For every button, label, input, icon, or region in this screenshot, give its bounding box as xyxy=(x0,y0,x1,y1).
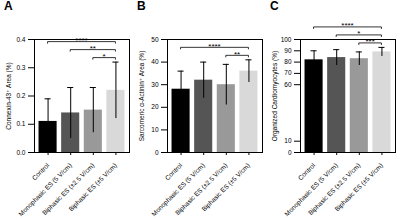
html-text:B: B xyxy=(137,0,146,13)
svg-text:Monophasic ES (5 V/cm): Monophasic ES (5 V/cm) xyxy=(150,161,206,218)
svg-text:Connexin-43⁺ Area (%): Connexin-43⁺ Area (%) xyxy=(5,62,13,129)
svg-text:Biphasic ES (±2.5 V/cm): Biphasic ES (±2.5 V/cm) xyxy=(173,161,229,217)
svg-text:****: **** xyxy=(75,36,87,45)
svg-text:*: * xyxy=(103,52,106,61)
html-text:A: A xyxy=(4,0,13,13)
svg-text:60: 60 xyxy=(284,81,292,88)
svg-text:0: 0 xyxy=(155,149,159,156)
svg-text:0.4: 0.4 xyxy=(16,36,25,43)
svg-text:80: 80 xyxy=(284,58,292,65)
svg-text:Control: Control xyxy=(163,161,183,181)
svg-text:Control: Control xyxy=(30,161,50,181)
svg-text:0.3: 0.3 xyxy=(16,64,25,71)
svg-text:***: *** xyxy=(365,37,374,46)
html-text:C: C xyxy=(270,0,279,13)
svg-text:10: 10 xyxy=(284,137,292,144)
svg-text:50: 50 xyxy=(151,36,159,43)
svg-text:30: 30 xyxy=(151,81,159,88)
svg-text:70: 70 xyxy=(284,69,292,76)
svg-text:**: ** xyxy=(234,50,240,59)
svg-text:0.0: 0.0 xyxy=(16,149,25,156)
svg-text:Biphasic ES (±5 V/cm): Biphasic ES (±5 V/cm) xyxy=(333,162,385,214)
svg-text:20: 20 xyxy=(151,103,159,110)
svg-text:100: 100 xyxy=(281,36,292,43)
svg-text:0: 0 xyxy=(288,149,292,156)
svg-text:Organized Cardiomyocytes (%): Organized Cardiomyocytes (%) xyxy=(271,51,279,141)
svg-text:40: 40 xyxy=(151,58,159,65)
svg-text:0.2: 0.2 xyxy=(16,92,25,99)
svg-text:**: ** xyxy=(90,44,96,53)
svg-text:*: * xyxy=(357,29,360,38)
svg-text:****: **** xyxy=(208,42,220,51)
svg-text:Monophasic ES (5 V/cm): Monophasic ES (5 V/cm) xyxy=(17,161,73,218)
svg-text:Sarcomeric α-Actinin⁺ Area (%): Sarcomeric α-Actinin⁺ Area (%) xyxy=(138,51,146,142)
svg-text:90: 90 xyxy=(284,47,292,54)
svg-text:Biphasic ES (±2.5 V/cm): Biphasic ES (±2.5 V/cm) xyxy=(306,161,362,217)
svg-text:0.1: 0.1 xyxy=(16,120,25,127)
svg-text:Monophasic ES (5 V/cm): Monophasic ES (5 V/cm) xyxy=(283,161,339,218)
svg-text:10: 10 xyxy=(151,126,159,133)
svg-text:Biphasic ES (±5 V/cm): Biphasic ES (±5 V/cm) xyxy=(200,162,252,214)
svg-text:Biphasic ES (±2.5 V/cm): Biphasic ES (±2.5 V/cm) xyxy=(40,161,96,217)
svg-text:Control: Control xyxy=(296,161,316,181)
svg-text:Biphasic ES (±5 V/cm): Biphasic ES (±5 V/cm) xyxy=(67,162,119,214)
svg-text:****: **** xyxy=(341,21,353,30)
